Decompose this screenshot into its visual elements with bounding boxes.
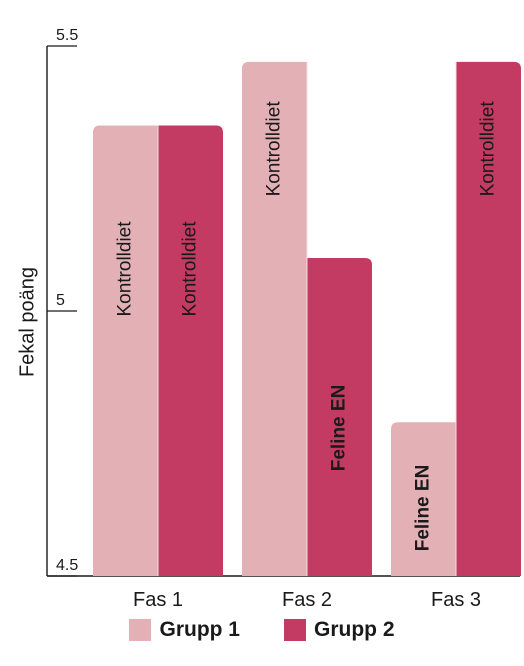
y-tick-label: 4.5	[56, 557, 78, 574]
bar-label-grupp-2-fas-2: Feline EN	[329, 385, 350, 472]
x-tick-labels: Fas 1 Fas 2 Fas 3	[133, 589, 481, 611]
bar-grupp-1-fas-1	[93, 125, 158, 576]
bar-label-grupp-1-fas-1: Kontrolldiet	[115, 221, 136, 317]
legend: Grupp 1 Grupp 2	[0, 614, 524, 646]
bar-label-grupp-2-fas-3: Kontrolldiet	[478, 101, 499, 197]
legend-item-grupp-1: Grupp 1	[129, 618, 240, 642]
legend-label-grupp-2: Grupp 2	[314, 618, 395, 641]
bar-corner-fill	[300, 61, 307, 69]
y-tick-label: 5	[56, 292, 65, 309]
legend-swatch-grupp-1	[129, 619, 152, 641]
bar-corner-fill	[456, 61, 463, 69]
y-axis-label: Fekal poäng	[16, 267, 38, 377]
bars: Kontrolldiet Kontrolldiet Kontrolldiet Feli…	[93, 61, 521, 576]
bar-grupp-1-fas-2	[242, 61, 307, 576]
bar-corner-fill	[158, 125, 165, 133]
bar-label-grupp-1-fas-3: Feline EN	[413, 465, 434, 552]
bar-grupp-2-fas-1	[158, 125, 223, 576]
bar-corner-fill	[449, 422, 456, 430]
bar-corner-fill	[307, 258, 314, 265]
bar-grupp-1-fas-3	[391, 422, 456, 576]
legend-item-grupp-2: Grupp 2	[284, 618, 395, 642]
x-tick-label-fas-2: Fas 2	[282, 589, 332, 611]
bar-label-grupp-1-fas-2: Kontrolldiet	[264, 101, 285, 197]
bar-grupp-2-fas-2	[307, 258, 372, 576]
y-tick-label: 5.5	[56, 27, 78, 44]
legend-swatch-grupp-2	[284, 619, 306, 641]
x-tick-label-fas-3: Fas 3	[431, 589, 481, 611]
bar-corner-fill	[151, 125, 158, 133]
legend-label-grupp-1: Grupp 1	[159, 618, 240, 641]
bar-label-grupp-2-fas-1: Kontrolldiet	[180, 221, 201, 317]
bar-grupp-2-fas-3	[456, 61, 521, 576]
x-tick-label-fas-1: Fas 1	[133, 589, 183, 611]
